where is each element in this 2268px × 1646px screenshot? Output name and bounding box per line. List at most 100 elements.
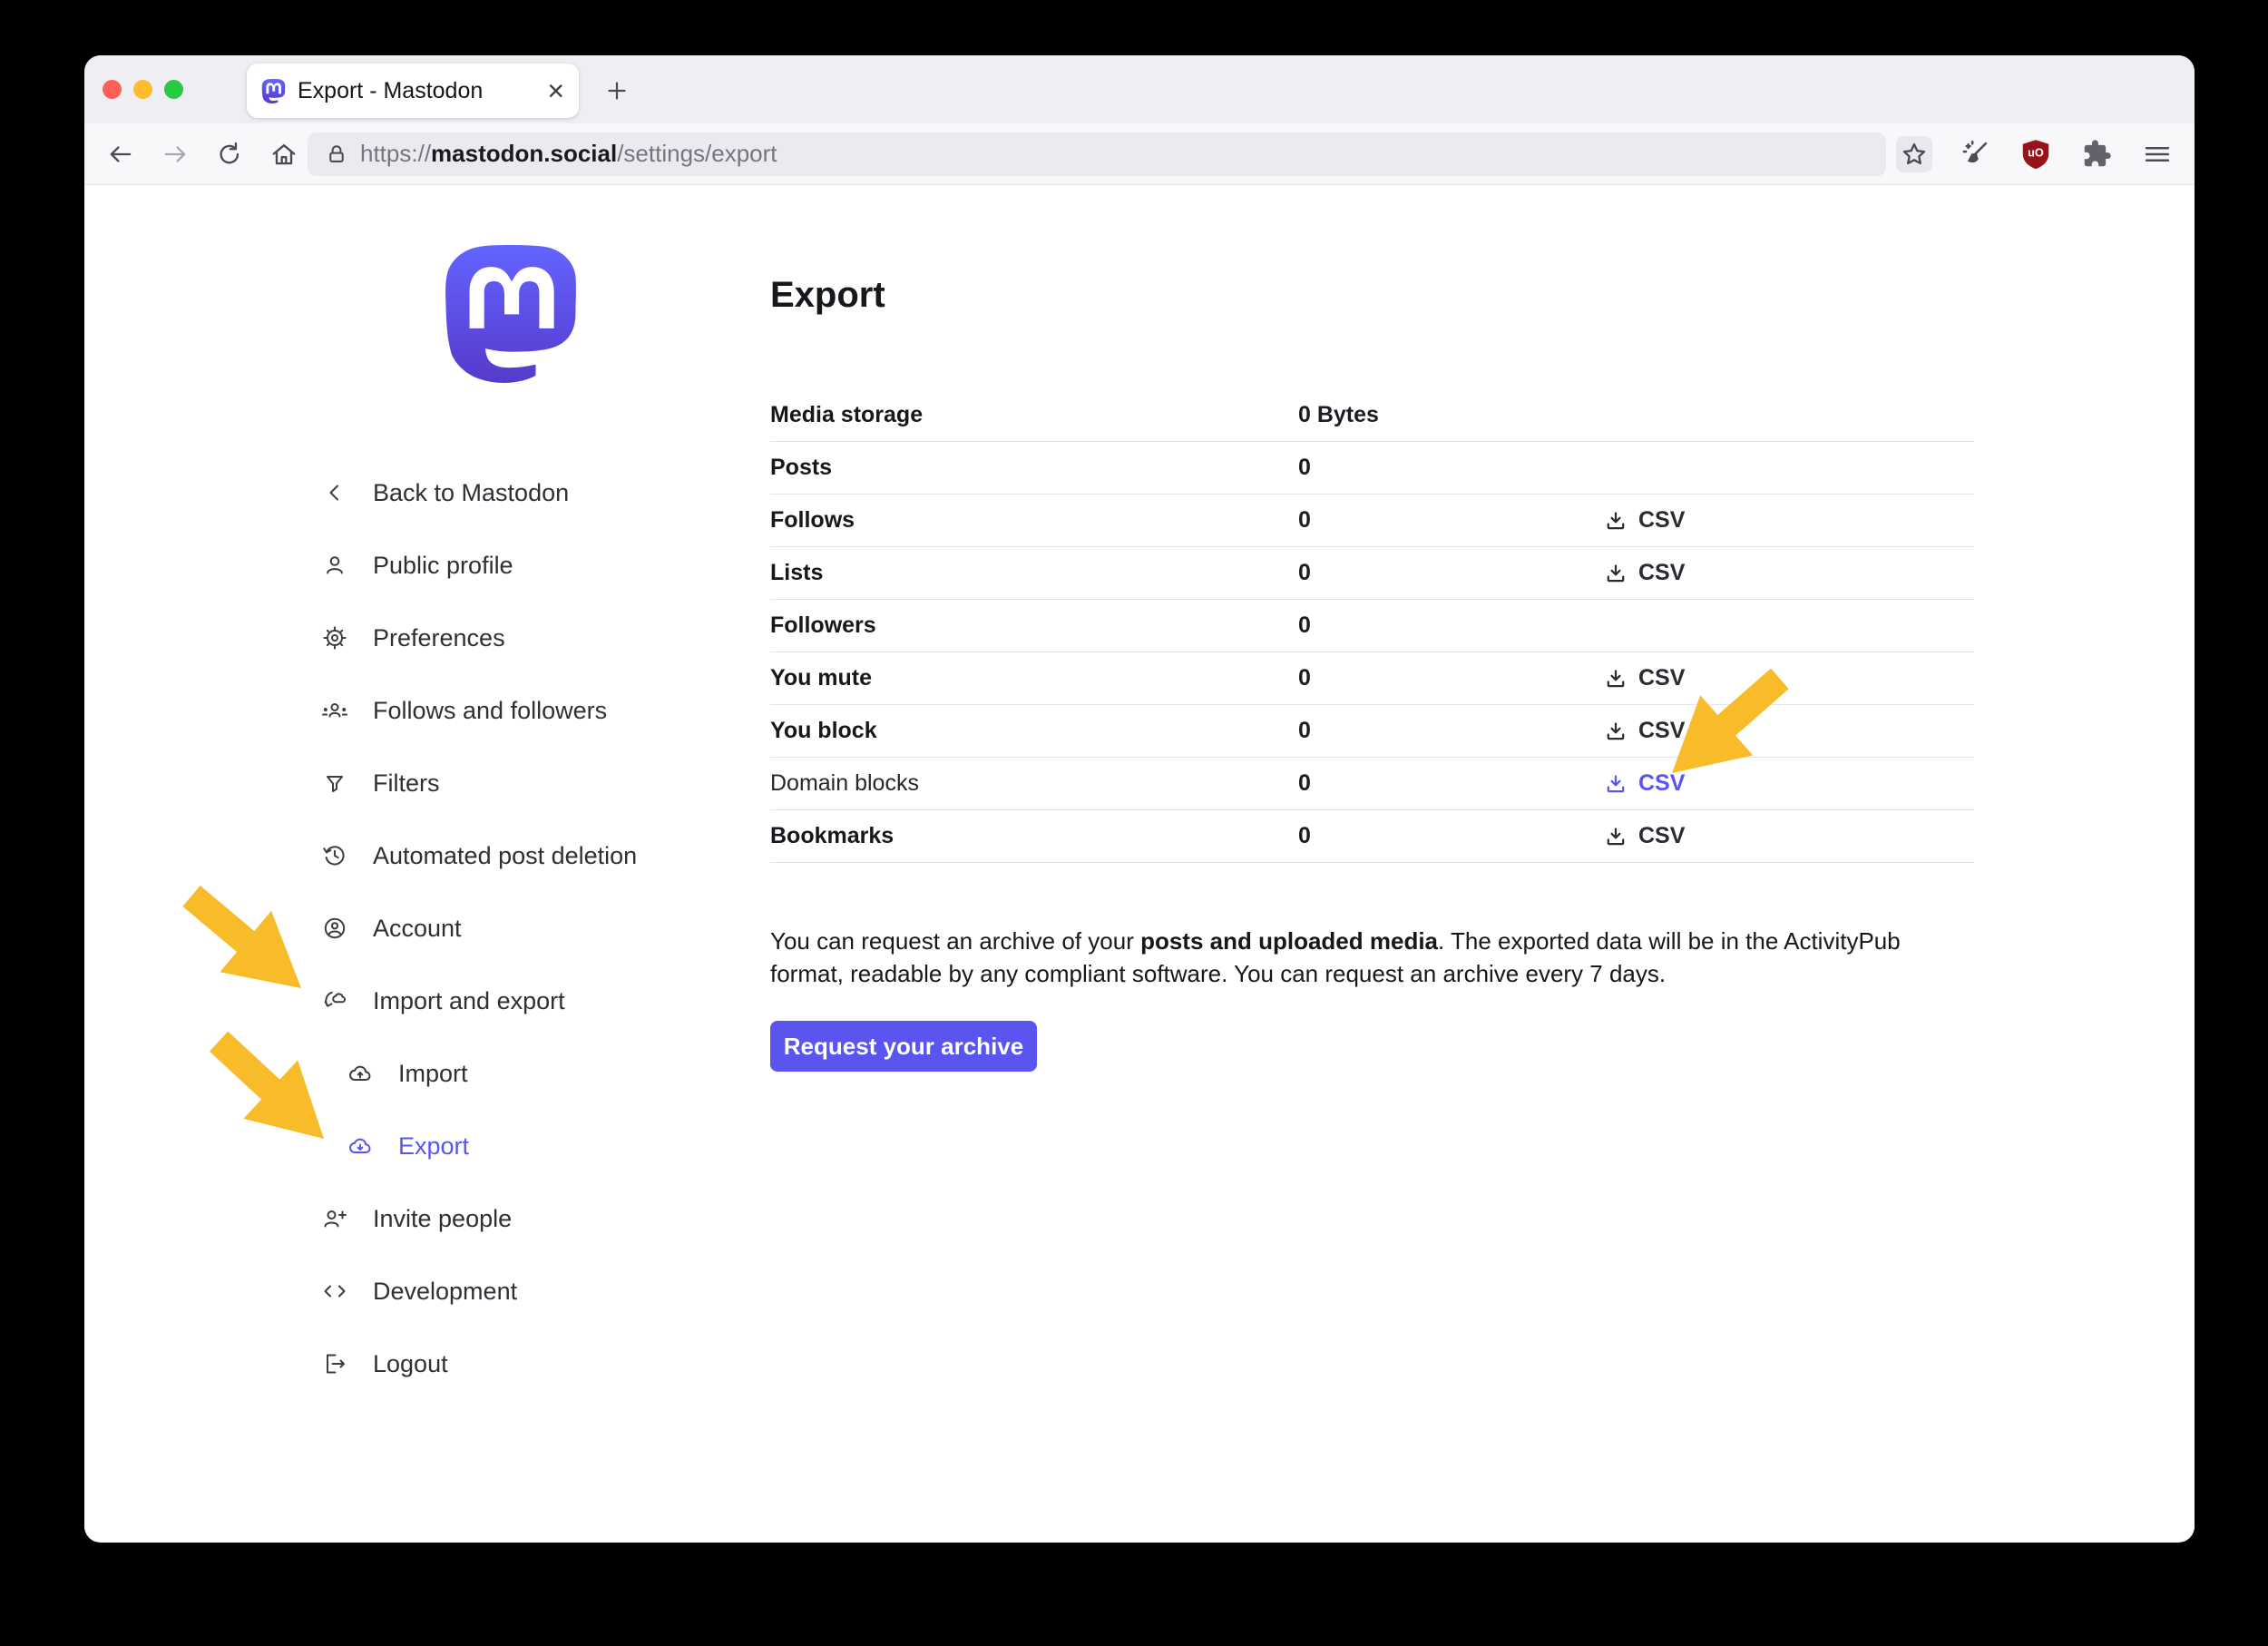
tab-close-icon[interactable]: × xyxy=(547,74,564,107)
sidebar-item-filters[interactable]: Filters xyxy=(319,747,637,819)
download-icon xyxy=(1607,774,1625,792)
row-label: Lists xyxy=(770,560,824,585)
arrow-to-import-and-export xyxy=(182,885,301,988)
mastodon-favicon xyxy=(261,78,286,103)
sidebar-item-preferences[interactable]: Preferences xyxy=(319,602,637,674)
browser-window: Export - Mastodon × xyxy=(84,55,2195,1543)
sidebar-item-follows-and-followers[interactable]: Follows and followers xyxy=(319,674,637,747)
url-path: /settings/export xyxy=(617,140,777,167)
ublock-origin-button[interactable]: uO xyxy=(2018,136,2054,172)
sidebar-item-account[interactable]: Account xyxy=(319,892,637,965)
csv-label: CSV xyxy=(1638,823,1686,848)
csv-download-link[interactable]: CSV xyxy=(1604,718,1974,744)
export-panel: Export Media storage 0 Bytes Posts 0 Fol… xyxy=(770,273,1974,1072)
cloud-upload-icon xyxy=(345,1058,376,1089)
sidebar-item-import-and-export[interactable]: Import and export xyxy=(319,965,637,1037)
archive-description: You can request an archive of your posts… xyxy=(770,925,1974,990)
sidebar-item-import[interactable]: Import xyxy=(345,1037,637,1110)
sidebar-item-export[interactable]: Export xyxy=(345,1110,637,1182)
row-label: You mute xyxy=(770,665,873,691)
lock-icon[interactable] xyxy=(324,142,349,167)
row-value: 0 xyxy=(1298,665,1311,691)
row-value: 0 xyxy=(1298,455,1311,480)
back-button[interactable] xyxy=(105,139,136,170)
code-icon xyxy=(319,1276,350,1307)
sidebar-item-automated-post-deletion[interactable]: Automated post deletion xyxy=(319,819,637,892)
close-window-button[interactable] xyxy=(103,80,122,99)
gear-icon xyxy=(319,622,350,653)
csv-download-link[interactable]: CSV xyxy=(1604,507,1974,534)
sidebar-item-label: Preferences xyxy=(373,623,505,652)
new-tab-button[interactable] xyxy=(592,66,641,115)
person-add-icon xyxy=(319,1203,350,1234)
row-label: Bookmarks xyxy=(770,823,894,848)
nav-buttons xyxy=(105,139,299,170)
traffic-lights xyxy=(103,80,183,99)
row-value: 0 Bytes xyxy=(1298,402,1379,427)
download-icon xyxy=(1607,563,1625,582)
table-row-followers: Followers 0 xyxy=(770,600,1974,652)
history-clock-icon xyxy=(319,840,350,871)
table-row-you-block: You block 0 CSV xyxy=(770,705,1974,758)
extensions-puzzle-button[interactable] xyxy=(2078,136,2115,172)
sidebar-item-label: Back to Mastodon xyxy=(373,478,570,506)
bookmark-star-button[interactable] xyxy=(1896,135,1932,172)
forward-button[interactable] xyxy=(160,139,191,170)
row-value: 0 xyxy=(1298,770,1311,796)
table-row-bookmarks: Bookmarks 0 CSV xyxy=(770,810,1974,863)
sidebar-item-development[interactable]: Development xyxy=(319,1255,637,1328)
row-value: 0 xyxy=(1298,507,1311,533)
row-value: 0 xyxy=(1298,612,1311,638)
mastodon-logo[interactable] xyxy=(442,245,580,383)
row-label: Posts xyxy=(770,455,833,480)
menu-hamburger-button[interactable] xyxy=(2139,136,2175,172)
row-label: You block xyxy=(770,718,877,743)
zoom-window-button[interactable] xyxy=(164,80,183,99)
csv-download-link-domain-blocks[interactable]: CSV xyxy=(1604,770,1974,797)
download-icon xyxy=(1607,721,1625,740)
sidebar-item-label: Invite people xyxy=(373,1204,513,1232)
page-title: Export xyxy=(770,275,885,315)
table-row-media-storage: Media storage 0 Bytes xyxy=(770,389,1974,442)
sidebar-item-label: Account xyxy=(373,914,462,942)
mastodon-settings-page: Back to Mastodon Public profile Preferen… xyxy=(84,185,2195,1542)
csv-download-link[interactable]: CSV xyxy=(1604,823,1974,849)
sidebar-item-logout[interactable]: Logout xyxy=(319,1328,637,1400)
settings-sidebar: Back to Mastodon Public profile Preferen… xyxy=(319,456,637,1400)
csv-label: CSV xyxy=(1638,507,1686,533)
home-button[interactable] xyxy=(269,139,299,170)
table-row-lists: Lists 0 CSV xyxy=(770,547,1974,600)
url-protocol: https:// xyxy=(360,140,432,167)
sidebar-item-public-profile[interactable]: Public profile xyxy=(319,529,637,602)
chevron-left-icon xyxy=(319,477,350,508)
csv-label: CSV xyxy=(1638,718,1686,743)
ublock-label: uO xyxy=(2028,145,2044,159)
sidebar-item-label: Follows and followers xyxy=(373,696,608,724)
download-icon xyxy=(1607,827,1625,845)
table-row-follows: Follows 0 CSV xyxy=(770,495,1974,547)
sidebar-item-back-to-mastodon[interactable]: Back to Mastodon xyxy=(319,456,637,529)
logout-icon xyxy=(319,1348,350,1379)
reload-button[interactable] xyxy=(214,139,245,170)
archive-text-bold: posts and uploaded media xyxy=(1140,927,1439,955)
minimize-window-button[interactable] xyxy=(133,80,152,99)
sidebar-item-label: Development xyxy=(373,1277,518,1305)
sidebar-item-label: Filters xyxy=(373,769,440,797)
browser-tab[interactable]: Export - Mastodon × xyxy=(247,64,579,118)
sidebar-item-invite-people[interactable]: Invite people xyxy=(319,1182,637,1255)
csv-label: CSV xyxy=(1638,665,1686,691)
clear-cache-broom-button[interactable] xyxy=(1957,136,1993,172)
toolbar-right-buttons: uO xyxy=(1896,135,2175,172)
csv-download-link[interactable]: CSV xyxy=(1604,665,1974,691)
import-export-icon xyxy=(319,985,350,1016)
row-value: 0 xyxy=(1298,823,1311,848)
row-label: Media storage xyxy=(770,402,924,427)
request-archive-button[interactable]: Request your archive xyxy=(770,1021,1037,1072)
csv-download-link[interactable]: CSV xyxy=(1604,560,1974,586)
address-bar[interactable]: https://mastodon.social/settings/export xyxy=(308,132,1886,176)
cloud-download-icon xyxy=(345,1131,376,1161)
person-icon xyxy=(319,550,350,581)
csv-label: CSV xyxy=(1638,770,1686,796)
export-table: Media storage 0 Bytes Posts 0 Follows 0 … xyxy=(770,389,1974,863)
